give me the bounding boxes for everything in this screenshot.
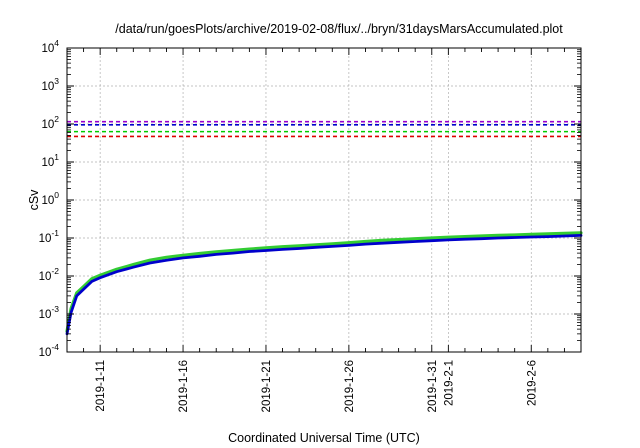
x-axis-label: Coordinated Universal Time (UTC): [228, 431, 420, 445]
x-tick-label: 2019-2-1: [443, 360, 455, 406]
y-tick-exponent: 0: [54, 190, 59, 200]
chart-title: /data/run/goesPlots/archive/2019-02-08/f…: [115, 22, 563, 36]
y-tick-base: 10: [41, 43, 54, 55]
y-tick-exponent: -3: [51, 304, 59, 314]
y-tick-base: 10: [39, 309, 52, 321]
y-tick-label: 103: [41, 76, 59, 93]
series-line: [65, 231, 583, 333]
threshold-lines: [67, 120, 581, 138]
y-tick-label: 100: [41, 190, 59, 207]
x-tick-label: 2019-1-31: [427, 360, 439, 412]
series-line: [65, 233, 583, 336]
y-tick-label: 10-1: [39, 228, 60, 245]
y-tick-label: 10-3: [39, 304, 60, 321]
y-tick-exponent: 2: [54, 114, 59, 124]
y-tick-exponent: -2: [51, 266, 59, 276]
x-tick-label: 2019-1-11: [95, 360, 107, 412]
y-tick-base: 10: [41, 157, 54, 169]
y-tick-label: 102: [41, 114, 59, 131]
y-tick-base: 10: [41, 195, 54, 207]
x-axis-ticks: 2019-1-11 2019-1-16 2019-1-21 2019-1-26 2019…: [66, 48, 582, 412]
y-tick-base: 10: [39, 347, 52, 359]
y-tick-exponent: 3: [54, 76, 59, 86]
y-tick-base: 10: [39, 233, 52, 245]
y-axis-label: cSv: [27, 189, 41, 211]
series-lines: [65, 231, 583, 336]
y-tick-label: 104: [41, 38, 59, 55]
y-tick-label: 10-2: [39, 266, 60, 283]
grid: [67, 48, 581, 352]
y-tick-label: 101: [41, 152, 59, 169]
x-tick-label: 2019-1-16: [178, 360, 190, 412]
y-tick-base: 10: [39, 271, 52, 283]
y-tick-exponent: 1: [54, 152, 59, 162]
x-tick-label: 2019-2-6: [526, 360, 538, 406]
y-tick-exponent: 4: [54, 38, 59, 48]
x-tick-label: 2019-1-21: [261, 360, 273, 412]
y-tick-label: 10-4: [39, 342, 60, 359]
x-tick-label: 2019-1-26: [344, 360, 356, 412]
y-tick-exponent: -1: [51, 228, 59, 238]
y-tick-base: 10: [41, 119, 54, 131]
y-tick-base: 10: [41, 81, 54, 93]
y-tick-exponent: -4: [51, 342, 59, 352]
